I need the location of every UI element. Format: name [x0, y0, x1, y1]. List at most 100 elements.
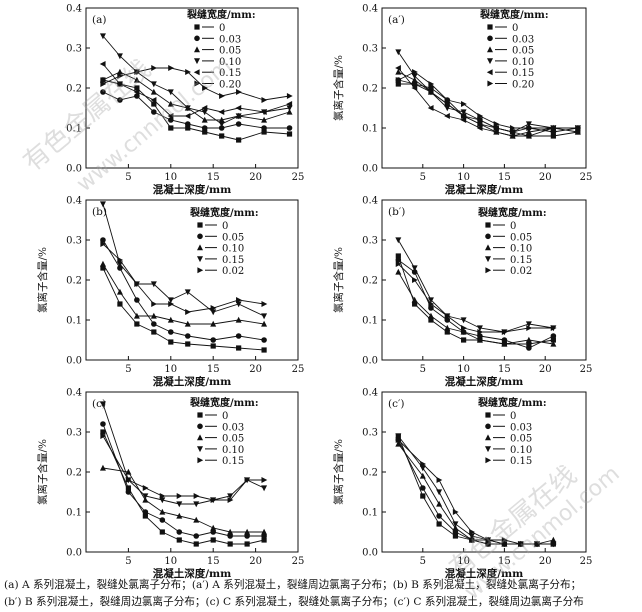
data-point-0.05 — [176, 512, 183, 519]
data-point-0 — [420, 493, 426, 499]
y-tick-label: 0.2 — [66, 84, 82, 95]
data-point-0.05 — [116, 68, 123, 75]
series-line-0.10 — [102, 403, 265, 505]
data-point-0.05 — [395, 68, 402, 75]
data-point-0.02 — [526, 325, 533, 331]
y-axis-label: 氯离子含量/% — [36, 247, 49, 313]
legend-label: 0 — [222, 221, 228, 232]
legend-label: 0.15 — [219, 68, 241, 79]
data-point-0.05 — [167, 100, 174, 107]
x-tick-label: 15 — [498, 364, 511, 375]
data-point-0.20 — [550, 125, 557, 131]
data-point-0.05 — [452, 524, 459, 531]
x-axis-label: 混凝土深度/mm — [153, 183, 232, 196]
data-point-0.15 — [218, 109, 225, 115]
legend-marker — [485, 233, 491, 240]
data-point-0.10 — [218, 121, 225, 128]
data-point-0.10 — [501, 541, 508, 548]
legend-marker — [197, 244, 203, 251]
data-point-0.02 — [151, 301, 158, 307]
data-point-0.03 — [193, 533, 200, 539]
x-tick-label: 20 — [249, 556, 262, 567]
data-point-0 — [168, 339, 174, 345]
y-tick-label: 0.3 — [66, 44, 82, 55]
data-point-0.15 — [261, 477, 268, 483]
data-point-0.03 — [184, 121, 191, 127]
data-point-0.03 — [159, 517, 166, 523]
x-tick-label: 10 — [164, 364, 177, 375]
data-point-0 — [244, 541, 250, 547]
legend-marker — [487, 80, 494, 87]
data-point-0.15 — [100, 433, 107, 439]
data-point-0.10 — [460, 109, 467, 116]
y-tick-label: 0.3 — [66, 428, 82, 439]
data-point-0 — [444, 329, 450, 335]
data-point-0.05 — [476, 120, 483, 127]
data-point-0 — [550, 337, 556, 343]
x-axis-label: 混凝土深度/mm — [445, 183, 524, 196]
data-point-0.05 — [227, 528, 234, 535]
data-point-0.20 — [134, 69, 141, 75]
data-point-0.03 — [436, 513, 442, 519]
y-tick-label: 0.4 — [66, 4, 82, 15]
y-tick-label: 0.1 — [66, 316, 82, 327]
legend-label: 0.02 — [510, 266, 532, 277]
legend-marker — [487, 58, 493, 65]
data-point-0.03 — [134, 93, 140, 99]
data-point-0.05 — [210, 524, 217, 531]
legend-marker — [485, 412, 491, 418]
x-tick-label: 15 — [498, 172, 511, 183]
data-point-0.15 — [210, 309, 217, 316]
data-point-0.10 — [150, 312, 157, 319]
y-tick-label: 0.4 — [66, 388, 82, 399]
data-point-0.15 — [167, 297, 174, 304]
data-point-0.10 — [395, 433, 402, 440]
data-point-0.05 — [419, 472, 426, 479]
data-point-0.10 — [436, 489, 443, 496]
x-tick-label: 5 — [125, 172, 131, 183]
legend-marker — [485, 267, 492, 274]
data-point-0.15 — [525, 133, 532, 139]
series-line-0.05 — [102, 467, 265, 533]
legend-title: 裂缝宽度/mm: — [477, 206, 547, 219]
data-point-0.15 — [452, 509, 459, 515]
chart-panel-4: 0.0 0.1 0.2 0.3 0.4 5 10 15 20 25 混凝土深度/mm 氯离子含量/% (… — [332, 196, 592, 389]
data-point-0 — [176, 537, 182, 543]
data-point-0.15 — [227, 497, 234, 503]
series-line-0.15 — [102, 435, 265, 501]
data-point-0 — [219, 133, 225, 139]
data-point-0.10 — [176, 501, 183, 508]
data-point-0.20 — [412, 69, 418, 75]
caption-line-2: (b′) B 系列混凝土，裂缝周边氯离子分布；(c) C 系列混凝土，裂缝处氯离… — [4, 596, 584, 608]
plot-frame — [85, 199, 299, 361]
legend-label: 0.05 — [222, 232, 244, 243]
legend-marker — [197, 233, 203, 240]
data-point-0.05 — [550, 536, 557, 543]
legend: 裂缝宽度/mm: 00.050.100.150.02 — [477, 206, 547, 277]
data-point-0.15 — [235, 105, 242, 111]
data-point-0 — [142, 513, 148, 519]
legend-marker — [197, 446, 203, 453]
y-tick-label: 0.2 — [362, 468, 378, 479]
data-point-0.15 — [193, 493, 200, 499]
data-point-0.20 — [286, 93, 293, 99]
data-point-0.10 — [99, 260, 106, 267]
x-tick-label: 20 — [249, 172, 262, 183]
data-point-0.02 — [236, 297, 242, 303]
data-point-0 — [168, 125, 174, 131]
y-tick-label: 0.1 — [66, 508, 82, 519]
data-point-0.05 — [444, 317, 451, 323]
data-point-0.20 — [117, 73, 124, 79]
legend-marker — [485, 457, 492, 464]
legend-label: 0.15 — [222, 456, 244, 467]
x-tick-label: 10 — [164, 556, 177, 567]
data-point-0.15 — [201, 105, 208, 111]
data-point-0.15 — [460, 317, 467, 324]
legend-label: 0.20 — [219, 80, 241, 91]
x-tick-label: 25 — [580, 172, 593, 183]
legend: 裂缝宽度/mm: 00.030.050.100.150.20 — [479, 8, 549, 91]
legend-marker — [194, 80, 201, 87]
data-point-0.05 — [526, 345, 532, 351]
data-point-0.20 — [168, 65, 174, 71]
data-point-0.10 — [235, 113, 242, 120]
